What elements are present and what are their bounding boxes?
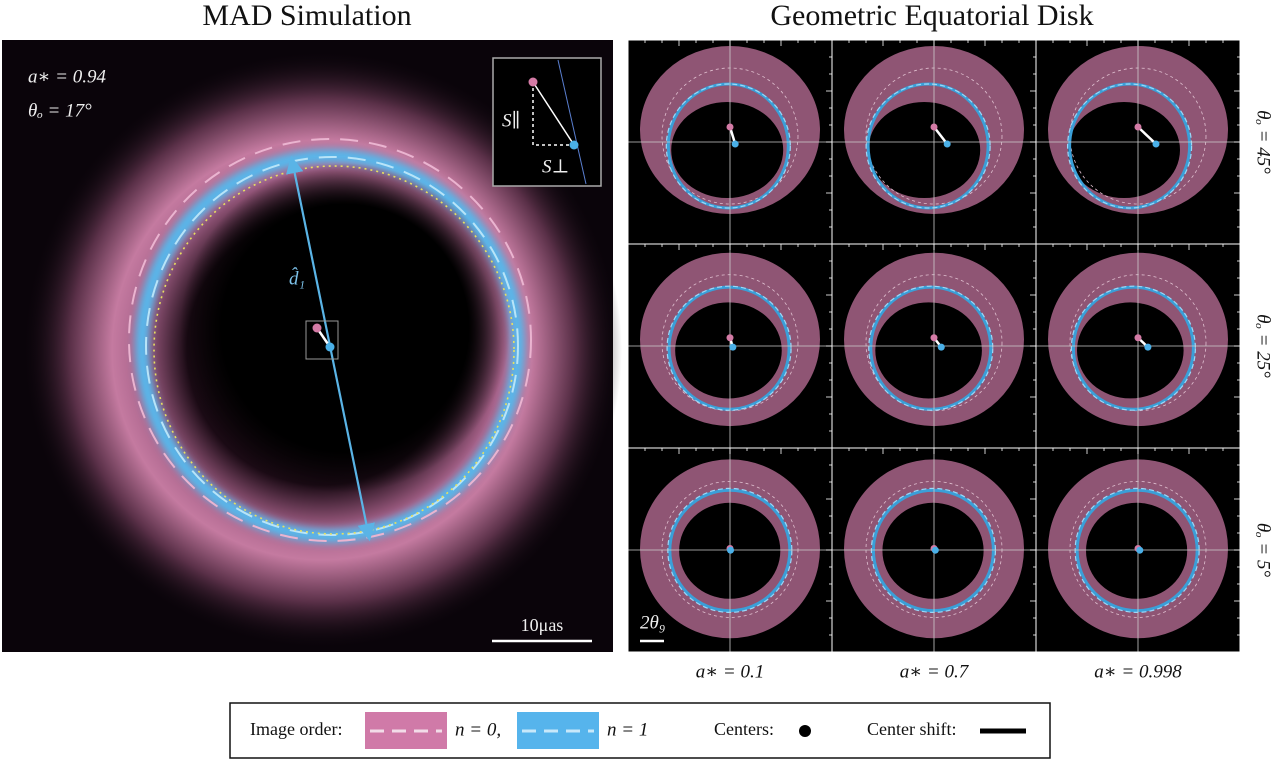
disk-n0: [844, 46, 1024, 214]
left-title: MAD Simulation: [202, 0, 411, 32]
diameter-label: d̂₁: [289, 267, 305, 289]
scale-bar-label: 10μas: [521, 615, 564, 635]
n0-center: [930, 123, 938, 131]
row-label: θₒ = 5°: [1253, 523, 1274, 578]
inset: S∥ S⊥: [492, 57, 602, 187]
n1-fit: [870, 487, 997, 614]
inset-shift: [532, 81, 575, 146]
legend-center-shift: Center shift:: [867, 719, 956, 739]
n0-center: [726, 123, 734, 131]
grid-scale-label: 2θ₉: [640, 612, 665, 633]
n1-ring: [1071, 285, 1195, 411]
n1-center: [1152, 140, 1160, 148]
n1-fit: [666, 285, 792, 411]
n0-center: [726, 334, 734, 342]
n1-fit: [868, 285, 994, 411]
n1-ring: [1075, 488, 1199, 613]
column-label: a∗ = 0.1: [696, 661, 765, 682]
disk-n0: [640, 46, 820, 214]
n0-center: [1134, 123, 1142, 131]
inset-axis: [557, 59, 587, 185]
n1-ring: [869, 285, 993, 411]
right-title: Geometric Equatorial Disk: [770, 0, 1093, 32]
legend-n1-label: n = 1: [607, 719, 648, 740]
inset-components: [532, 82, 574, 146]
legend-image-order: Image order:: [250, 719, 342, 739]
n1-fit: [865, 83, 991, 209]
disk-n0: [640, 252, 820, 427]
n1-center: [729, 343, 737, 351]
row-label: θₒ = 45°: [1253, 110, 1274, 174]
yellow-contour: [153, 165, 515, 535]
n0-center: [312, 323, 322, 333]
center-shift: [1137, 126, 1157, 145]
inclination-label: θₒ = 17°: [28, 100, 92, 121]
legend-center-dot: [799, 725, 811, 737]
n1-center: [937, 343, 945, 351]
n1-center: [731, 140, 739, 148]
n1-center: [943, 140, 951, 148]
legend-centers: Centers:: [714, 719, 774, 739]
shadow: [180, 163, 510, 493]
center-shift: [933, 126, 949, 145]
n1-center: [325, 342, 335, 352]
legend: Image order: n = 0, n = 1 Centers: Cente…: [229, 702, 1051, 759]
n0-fit: [128, 138, 532, 542]
legend-n0-label: n = 0,: [455, 719, 501, 740]
inset-n1-center: [569, 140, 579, 150]
spin-label: a∗ = 0.94: [28, 66, 106, 87]
s-perp: S⊥: [542, 156, 569, 177]
inset-n0-center: [528, 77, 538, 87]
column-label: a∗ = 0.7: [900, 661, 970, 682]
n1-fit: [1070, 285, 1196, 411]
panel-border: [1035, 447, 1241, 653]
n1-center: [727, 546, 735, 554]
n0-center: [930, 334, 938, 342]
row-label: θₒ = 25°: [1253, 314, 1274, 378]
zoom-box: [305, 320, 339, 360]
s-parallel: S∥: [502, 110, 520, 131]
n1-center: [931, 546, 939, 554]
n1-fit: [1066, 83, 1193, 209]
n1-fit: [1074, 487, 1200, 614]
mad-image: d̂₁ a∗ = 0.94 θₒ = 17° S∥ S⊥ 10μas: [2, 40, 622, 652]
n1-fit: [665, 83, 791, 209]
disk-grid: [627, 39, 1241, 653]
column-label: a∗ = 0.998: [1094, 661, 1182, 682]
n0-center: [1134, 334, 1142, 342]
inset-box: [492, 57, 602, 187]
n1-center: [1144, 343, 1152, 351]
n1-center: [1136, 546, 1144, 554]
n1-ring: [871, 488, 995, 613]
n1-ring: [667, 285, 791, 411]
